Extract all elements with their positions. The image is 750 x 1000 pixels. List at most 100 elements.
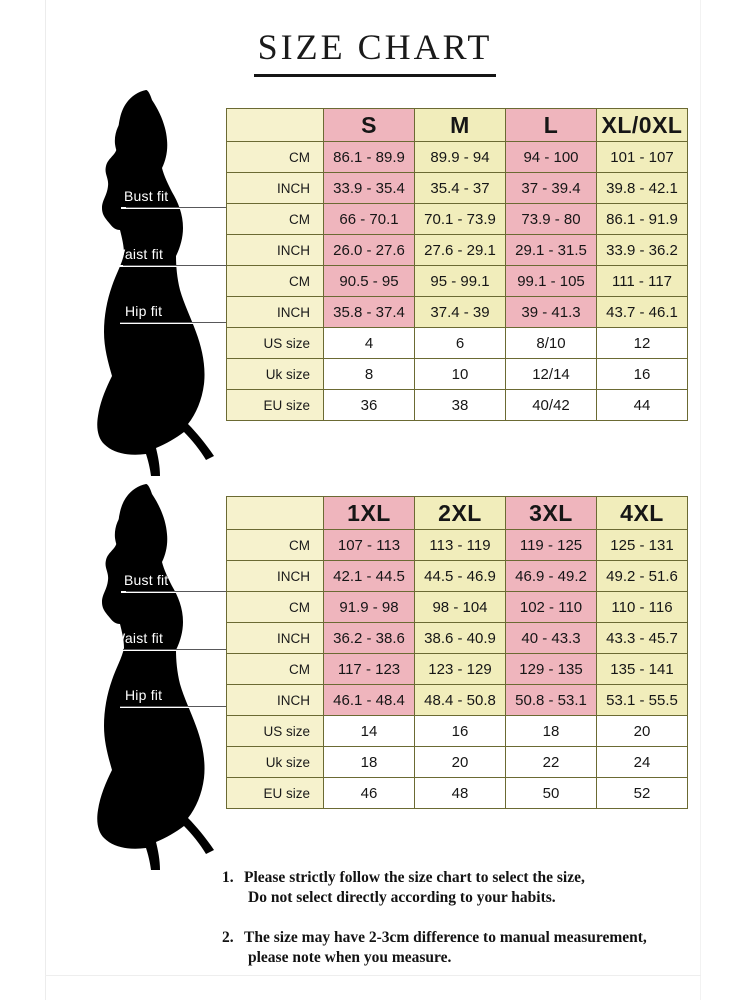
cell: 37 - 39.4 <box>505 172 597 204</box>
table-row: INCH 26.0 - 27.6 27.6 - 29.1 29.1 - 31.5… <box>226 234 688 266</box>
cell: 101 - 107 <box>596 141 688 173</box>
table-row: US size 14 16 18 20 <box>226 715 688 747</box>
hip-connector-2 <box>120 706 238 707</box>
cell: 113 - 119 <box>414 529 506 561</box>
cell: 48 <box>414 777 506 809</box>
table-row: CM 117 - 123 123 - 129 129 - 135 135 - 1… <box>226 653 688 685</box>
table-row: CM 90.5 - 95 95 - 99.1 99.1 - 105 111 - … <box>226 265 688 297</box>
table-row: CM 66 - 70.1 70.1 - 73.9 73.9 - 80 86.1 … <box>226 203 688 235</box>
cell: 46.1 - 48.4 <box>323 684 415 716</box>
note-number-2: 2. <box>222 928 234 946</box>
cell: 135 - 141 <box>596 653 688 685</box>
waist-connector-1 <box>123 265 238 266</box>
table1-header-s: S <box>323 108 415 142</box>
cell: 49.2 - 51.6 <box>596 560 688 592</box>
table-row: INCH 46.1 - 48.4 48.4 - 50.8 50.8 - 53.1… <box>226 684 688 716</box>
cell: 38 <box>414 389 506 421</box>
table-row: CM 107 - 113 113 - 119 119 - 125 125 - 1… <box>226 529 688 561</box>
cell: 125 - 131 <box>596 529 688 561</box>
cell: 43.7 - 46.1 <box>596 296 688 328</box>
cell: 36.2 - 38.6 <box>323 622 415 654</box>
cell: 42.1 - 44.5 <box>323 560 415 592</box>
note-body-1: Please strictly follow the size chart to… <box>244 868 732 909</box>
hip-fit-label-2: Hip fit <box>125 687 163 703</box>
cell: 46.9 - 49.2 <box>505 560 597 592</box>
cell: 73.9 - 80 <box>505 203 597 235</box>
cell: 14 <box>323 715 415 747</box>
cell: 89.9 - 94 <box>414 141 506 173</box>
bust-connector-1 <box>126 207 238 208</box>
waist-connector-2 <box>123 649 238 650</box>
row-label: Uk size <box>226 358 324 390</box>
cell: 39.8 - 42.1 <box>596 172 688 204</box>
table1-header-l: L <box>505 108 597 142</box>
cell: 12 <box>596 327 688 359</box>
cell: 99.1 - 105 <box>505 265 597 297</box>
cell: 20 <box>414 746 506 778</box>
table-row: US size 4 6 8/10 12 <box>226 327 688 359</box>
row-label: EU size <box>226 389 324 421</box>
table-row: CM 86.1 - 89.9 89.9 - 94 94 - 100 101 - … <box>226 141 688 173</box>
table-row: EU size 36 38 40/42 44 <box>226 389 688 421</box>
size-table-plus: 1XL 2XL 3XL 4XL CM 107 - 113 113 - 119 1… <box>226 496 688 809</box>
cell: 44.5 - 46.9 <box>414 560 506 592</box>
table-row: INCH 33.9 - 35.4 35.4 - 37 37 - 39.4 39.… <box>226 172 688 204</box>
cell: 86.1 - 91.9 <box>596 203 688 235</box>
row-label: US size <box>226 715 324 747</box>
cell: 39 - 41.3 <box>505 296 597 328</box>
table-row: CM 91.9 - 98 98 - 104 102 - 110 110 - 11… <box>226 591 688 623</box>
table-header-row: 1XL 2XL 3XL 4XL <box>226 496 688 530</box>
bust-fit-label-2: Bust fit <box>124 572 169 588</box>
cell: 24 <box>596 746 688 778</box>
table1-corner-cell <box>226 108 324 142</box>
note-line-2b: please note when you measure. <box>248 949 452 967</box>
cell: 26.0 - 27.6 <box>323 234 415 266</box>
cell: 111 - 117 <box>596 265 688 297</box>
table-row: INCH 35.8 - 37.4 37.4 - 39 39 - 41.3 43.… <box>226 296 688 328</box>
cell: 8 <box>323 358 415 390</box>
cell: 123 - 129 <box>414 653 506 685</box>
row-label: INCH <box>226 622 324 654</box>
cell: 29.1 - 31.5 <box>505 234 597 266</box>
row-label: INCH <box>226 234 324 266</box>
cell: 50 <box>505 777 597 809</box>
size-table-small: S M L XL/0XL CM 86.1 - 89.9 89.9 - 94 94… <box>226 108 688 421</box>
cell: 38.6 - 40.9 <box>414 622 506 654</box>
table-header-row: S M L XL/0XL <box>226 108 688 142</box>
page-edge-right <box>700 0 701 1000</box>
table-row: Uk size 8 10 12/14 16 <box>226 358 688 390</box>
page-edge-left <box>45 0 46 1000</box>
cell: 37.4 - 39 <box>414 296 506 328</box>
page-title: SIZE CHART <box>253 26 497 77</box>
cell: 53.1 - 55.5 <box>596 684 688 716</box>
row-label: INCH <box>226 172 324 204</box>
bust-fit-underline-2 <box>121 591 214 593</box>
footer-notes: 1. Please strictly follow the size chart… <box>222 868 732 988</box>
table2-header-1xl: 1XL <box>323 496 415 530</box>
cell: 16 <box>414 715 506 747</box>
bust-fit-label-1: Bust fit <box>124 188 169 204</box>
figure-silhouette-1: Bust fit Waist fit Hip fit <box>88 88 228 478</box>
cell: 43.3 - 45.7 <box>596 622 688 654</box>
cell: 95 - 99.1 <box>414 265 506 297</box>
bust-fit-underline-1 <box>121 207 214 209</box>
note-item-2: 2. The size may have 2-3cm difference to… <box>222 928 732 969</box>
waist-fit-underline-2 <box>110 649 211 651</box>
cell: 8/10 <box>505 327 597 359</box>
cell: 94 - 100 <box>505 141 597 173</box>
cell: 35.8 - 37.4 <box>323 296 415 328</box>
cell: 35.4 - 37 <box>414 172 506 204</box>
cell: 98 - 104 <box>414 591 506 623</box>
table2-header-3xl: 3XL <box>505 496 597 530</box>
cell: 117 - 123 <box>323 653 415 685</box>
cell: 107 - 113 <box>323 529 415 561</box>
cell: 40 - 43.3 <box>505 622 597 654</box>
page-title-wrapper: SIZE CHART <box>0 26 750 77</box>
table2-corner-cell <box>226 496 324 530</box>
cell: 36 <box>323 389 415 421</box>
hip-fit-label-1: Hip fit <box>125 303 163 319</box>
cell: 119 - 125 <box>505 529 597 561</box>
cell: 27.6 - 29.1 <box>414 234 506 266</box>
cell: 91.9 - 98 <box>323 591 415 623</box>
cell: 129 - 135 <box>505 653 597 685</box>
